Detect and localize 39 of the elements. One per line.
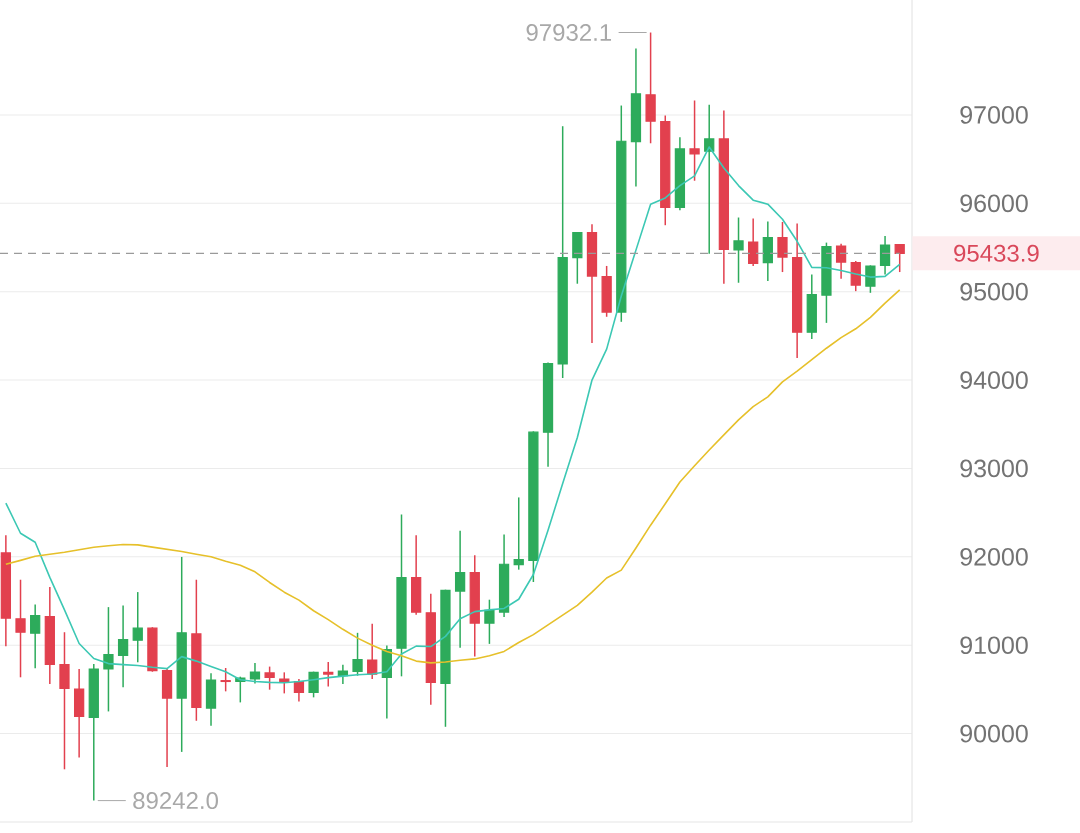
candlestick	[484, 598, 495, 645]
candlestick	[865, 264, 876, 294]
candlestick	[308, 670, 319, 699]
annotation: 97932.1	[526, 24, 612, 41]
y-tick-label: 93000	[960, 459, 1028, 478]
y-tick-label: 96000	[960, 194, 1028, 213]
candlestick	[264, 665, 275, 691]
candlestick	[367, 623, 378, 680]
candlestick	[279, 671, 290, 695]
candlestick	[894, 243, 905, 273]
candlestick	[777, 221, 788, 273]
candlestick	[748, 217, 759, 267]
y-tick-label: 95000	[960, 282, 1028, 301]
candlestick	[733, 216, 744, 284]
y-tick-label: 97000	[960, 106, 1028, 124]
candlestick	[117, 604, 129, 689]
candlestick	[352, 632, 363, 677]
candlestick	[879, 235, 891, 276]
candlestick	[337, 663, 349, 685]
y-tick-label: 91000	[960, 636, 1028, 655]
y-tick-label: 94000	[960, 371, 1028, 389]
y-tick-label: 90000	[960, 724, 1028, 743]
candlestick	[704, 104, 715, 255]
candlestick	[103, 606, 114, 713]
annotation: 89242.0	[133, 792, 218, 810]
candlestick	[323, 661, 334, 688]
candlestick	[30, 603, 41, 670]
candlestick	[454, 530, 466, 649]
candlestick	[132, 591, 143, 664]
ref-line-label: 95433.9	[954, 244, 1039, 262]
candlestick	[689, 99, 700, 182]
y-tick-label: 92000	[960, 547, 1028, 566]
candlestick	[15, 578, 26, 679]
candlestick	[850, 260, 861, 292]
candlestick	[59, 631, 70, 771]
candlestick	[220, 667, 231, 693]
candlestick	[249, 662, 261, 685]
candlestick	[835, 242, 847, 280]
candlestick	[513, 496, 524, 571]
